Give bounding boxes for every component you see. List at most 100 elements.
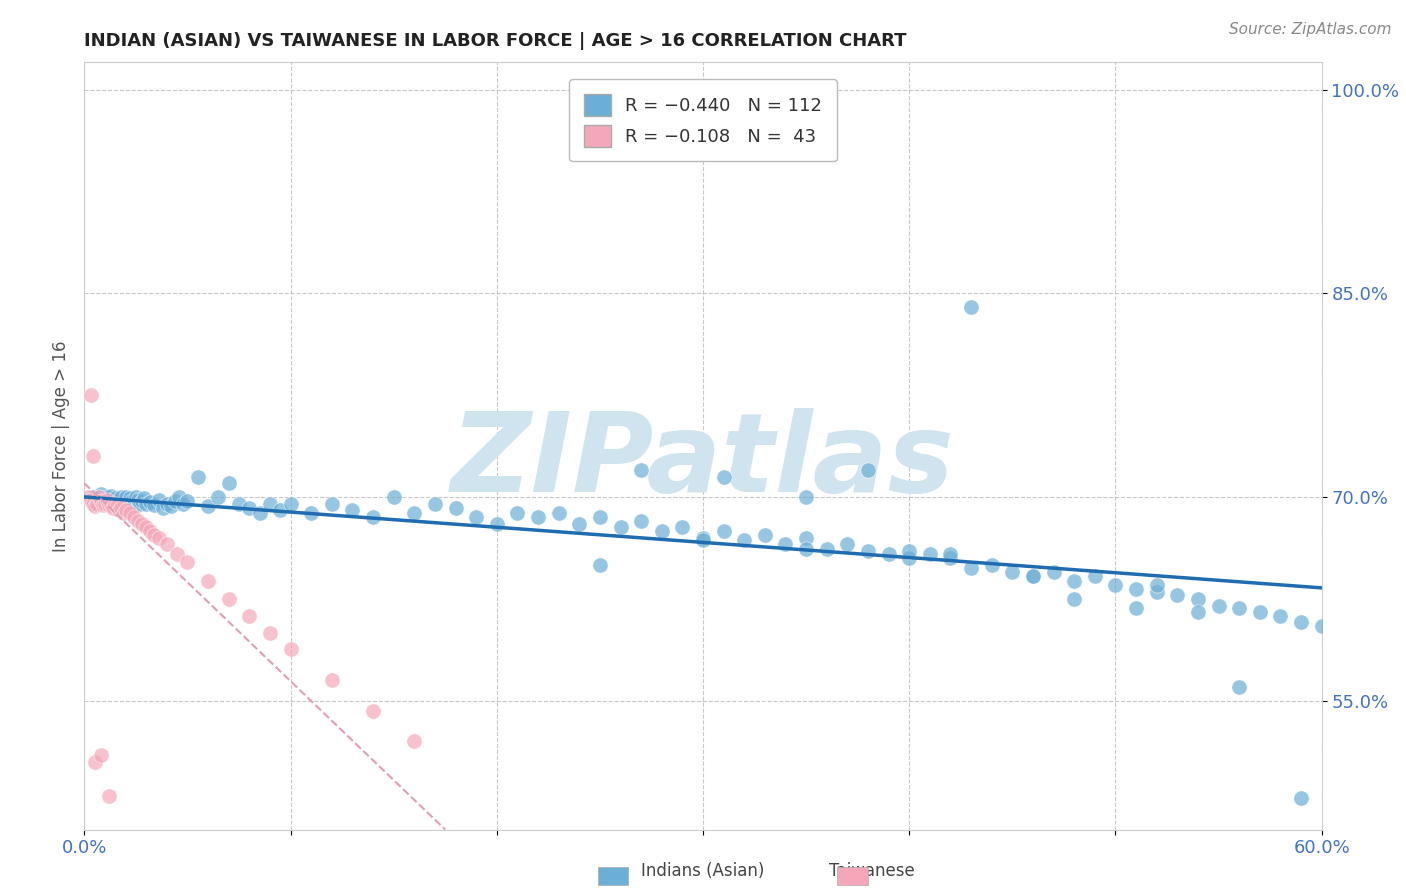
Point — [87, 490, 110, 504]
Point — [148, 531, 170, 545]
Point — [506, 506, 529, 520]
Point — [110, 490, 132, 504]
Point — [103, 494, 125, 508]
Text: Source: ZipAtlas.com: Source: ZipAtlas.com — [1229, 22, 1392, 37]
Point — [775, 537, 797, 551]
Point — [960, 300, 983, 314]
Point — [321, 497, 343, 511]
Point — [1208, 599, 1230, 613]
Point — [444, 500, 467, 515]
Point — [1146, 585, 1168, 599]
Point — [176, 555, 198, 569]
Point — [1042, 565, 1064, 579]
Point — [79, 388, 101, 402]
Point — [898, 551, 921, 566]
Point — [671, 520, 693, 534]
Point — [1125, 601, 1147, 615]
Point — [815, 541, 838, 556]
Point — [100, 497, 122, 511]
Point — [197, 500, 219, 514]
Point — [94, 492, 117, 507]
Point — [135, 497, 157, 511]
Point — [1063, 574, 1085, 588]
Point — [527, 510, 550, 524]
Point — [898, 544, 921, 558]
Point — [1084, 568, 1107, 582]
Point — [568, 517, 591, 532]
Point — [794, 490, 817, 504]
Point — [589, 510, 612, 524]
Point — [713, 524, 735, 538]
Point — [404, 734, 426, 748]
Point — [166, 547, 188, 561]
Point — [110, 500, 132, 515]
Point — [238, 609, 260, 624]
Point — [96, 490, 118, 504]
Point — [98, 495, 121, 509]
Point — [1125, 582, 1147, 597]
Point — [1166, 588, 1188, 602]
Point — [249, 506, 271, 520]
Point — [143, 498, 166, 512]
Point — [86, 497, 108, 511]
Point — [90, 747, 112, 762]
Point — [122, 498, 145, 512]
Text: Indians (Asian): Indians (Asian) — [641, 862, 765, 880]
Point — [90, 494, 112, 508]
Point — [83, 755, 105, 769]
Point — [134, 491, 156, 506]
Point — [82, 449, 104, 463]
Point — [630, 514, 652, 528]
Point — [139, 524, 162, 538]
Point — [94, 497, 117, 511]
Point — [1146, 578, 1168, 592]
Point — [856, 463, 879, 477]
Point — [238, 500, 260, 515]
Point — [1227, 601, 1250, 615]
Point — [228, 497, 250, 511]
Point — [754, 528, 776, 542]
Point — [218, 476, 240, 491]
Point — [127, 514, 149, 528]
Point — [207, 490, 229, 504]
Point — [485, 517, 508, 532]
Point — [176, 494, 198, 508]
Point — [98, 498, 121, 512]
Point — [733, 533, 755, 548]
Point — [143, 528, 166, 542]
Point — [160, 500, 183, 514]
Point — [218, 591, 240, 606]
Point — [103, 500, 125, 515]
Point — [100, 489, 122, 503]
Point — [114, 503, 136, 517]
Point — [114, 490, 136, 504]
Point — [361, 510, 384, 524]
Text: Taiwanese: Taiwanese — [830, 862, 914, 880]
Point — [90, 487, 112, 501]
Point — [131, 494, 153, 508]
Point — [105, 500, 128, 514]
Point — [104, 491, 127, 506]
Point — [939, 551, 962, 566]
Point — [692, 533, 714, 548]
Point — [342, 503, 364, 517]
Point — [1270, 609, 1292, 624]
Point — [135, 520, 157, 534]
Point — [259, 625, 281, 640]
Point — [96, 492, 118, 507]
Point — [361, 705, 384, 719]
Point — [79, 492, 101, 507]
Text: INDIAN (ASIAN) VS TAIWANESE IN LABOR FORCE | AGE > 16 CORRELATION CHART: INDIAN (ASIAN) VS TAIWANESE IN LABOR FOR… — [84, 32, 907, 50]
Point — [112, 506, 135, 520]
Point — [82, 497, 104, 511]
Point — [259, 497, 281, 511]
Point — [1022, 568, 1045, 582]
Point — [280, 642, 302, 657]
Point — [108, 492, 131, 507]
Point — [156, 497, 179, 511]
Point — [1022, 568, 1045, 582]
Point — [167, 490, 190, 504]
Point — [465, 510, 488, 524]
Point — [1227, 680, 1250, 694]
Point — [139, 495, 162, 509]
